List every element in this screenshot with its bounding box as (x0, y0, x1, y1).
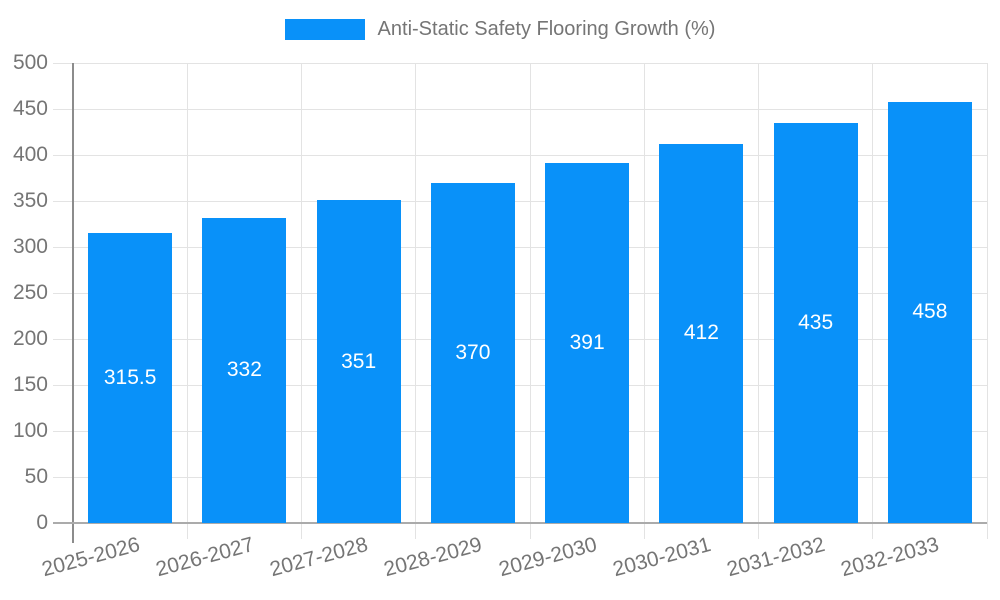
y-tick-label: 200 (12, 327, 48, 350)
grid-line-vertical (758, 63, 759, 539)
x-tick-label: 2032-2033 (838, 533, 942, 582)
bar-value-label: 315.5 (103, 365, 157, 389)
grid-line-horizontal (53, 108, 987, 110)
x-tick-label: 2031-2032 (724, 533, 828, 582)
bar[interactable] (659, 143, 744, 523)
x-tick-label: 2030-2031 (610, 533, 714, 582)
legend-swatch-icon (284, 18, 365, 40)
bar[interactable] (202, 217, 287, 523)
bar[interactable] (88, 232, 173, 523)
y-tick-label: 400 (12, 143, 48, 166)
y-axis-line (72, 63, 74, 543)
grid-line-horizontal (53, 338, 987, 340)
y-tick-label: 150 (12, 373, 48, 396)
grid-line-vertical (415, 63, 417, 539)
bar-value-label: 370 (455, 340, 491, 364)
bar[interactable] (545, 163, 630, 523)
y-tick-label: 350 (12, 189, 48, 212)
bar[interactable] (773, 122, 858, 523)
plot-area: 315.5 332 351 370 391 412 435 458 (53, 62, 988, 543)
bar[interactable] (430, 182, 515, 523)
grid-line-horizontal (53, 384, 987, 386)
bar-value-label: 412 (683, 321, 719, 345)
grid-line-vertical (643, 63, 645, 539)
x-axis-line (53, 522, 987, 524)
grid-line-horizontal (53, 154, 987, 156)
grid-line-horizontal (53, 200, 987, 202)
grid-line-vertical (872, 63, 874, 539)
grid-line-horizontal (53, 430, 987, 432)
bar-value-label: 332 (226, 358, 262, 382)
y-tick-label: 500 (12, 51, 48, 74)
legend[interactable]: Anti-Static Safety Flooring Growth (%) (0, 16, 1000, 42)
legend-label: Anti-Static Safety Flooring Growth (%) (377, 18, 716, 40)
grid-line-vertical (186, 63, 188, 539)
grid-line-horizontal (53, 62, 987, 64)
grid-line-horizontal (53, 476, 987, 478)
grid-line-vertical (301, 63, 302, 539)
y-tick-label: 100 (12, 419, 48, 442)
x-axis-tick-labels: 2025-2026 2026-2027 2027-2028 2028-2029 2029… (39, 523, 987, 600)
x-tick-label: 2029-2030 (496, 533, 600, 582)
x-tick-label: 2027-2028 (267, 533, 371, 582)
bar[interactable] (887, 101, 972, 523)
bar-value-label: 435 (798, 310, 834, 334)
y-tick-label: 0 (36, 511, 48, 534)
x-tick-label: 2025-2026 (39, 533, 143, 582)
grid-line-horizontal (53, 292, 987, 294)
y-tick-label: 50 (24, 465, 48, 488)
x-tick-label: 2026-2027 (153, 533, 257, 582)
x-tick-label: 2028-2029 (381, 533, 485, 582)
y-tick-label: 250 (12, 281, 48, 304)
bar-value-label: 351 (341, 349, 377, 373)
grid-line-vertical (529, 63, 531, 539)
grid-line-horizontal (53, 246, 987, 248)
y-axis-tick-labels: 0 50 100 150 200 250 300 350 400 450 500 (0, 51, 48, 534)
bar[interactable] (316, 200, 401, 523)
y-tick-label: 450 (12, 97, 48, 120)
bar-value-label: 391 (569, 331, 605, 355)
y-tick-label: 300 (12, 235, 48, 258)
bar-value-label: 458 (912, 300, 948, 324)
grid-line-vertical (986, 63, 988, 539)
